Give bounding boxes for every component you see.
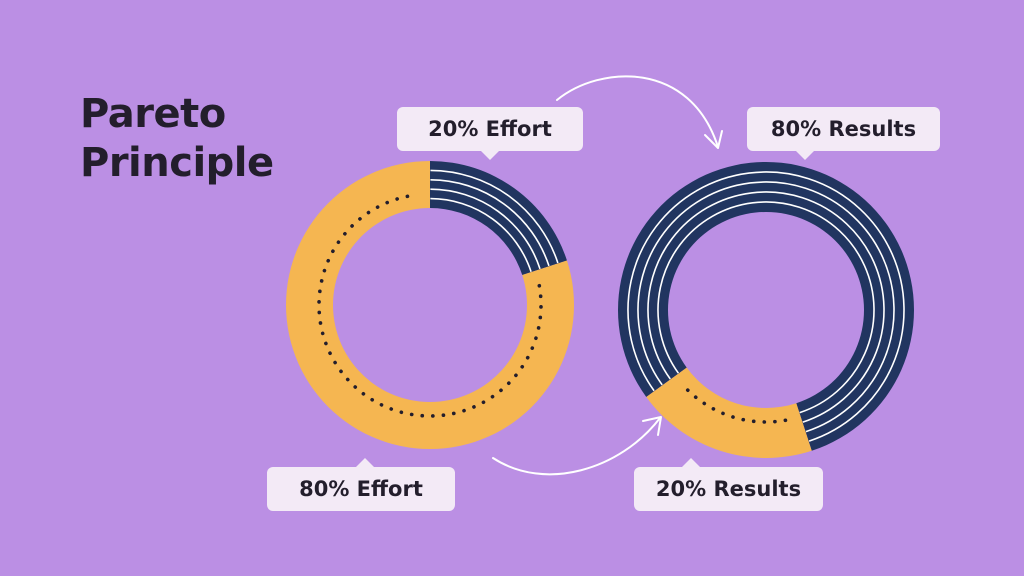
donut-0-slice-1-stripe-3 [430, 188, 541, 270]
donut-1-slice-1-stripe-2 [637, 181, 895, 433]
donut-0-slice-2-dots [317, 193, 543, 418]
donut-0-slice-1-stripe-4 [430, 197, 532, 273]
label-80-results: 80% Results [747, 107, 940, 151]
donut-1-slice-2 [646, 367, 812, 459]
results-donut [618, 162, 914, 459]
arrow-bottom-curve [492, 417, 661, 476]
label-20-effort: 20% Effort [397, 107, 583, 151]
title-line-1: Pareto [80, 91, 226, 137]
arrow-top-curve [556, 75, 719, 148]
donut-1-slice-2-dots [683, 386, 788, 424]
donut-0-slice-2 [286, 161, 575, 449]
arrow-top-head-icon [704, 130, 723, 149]
label-80-effort: 80% Effort [267, 467, 455, 511]
donut-1-slice-1-stripe-1 [627, 171, 905, 442]
donut-1-slice-1 [618, 162, 914, 451]
donut-0-slice-1 [430, 161, 567, 276]
title-line-2: Principle [80, 139, 274, 186]
donut-1-slice-1-stripe-3 [647, 191, 885, 423]
effort-donut [286, 161, 575, 449]
page-title: Pareto Principle [80, 90, 274, 188]
arrow-bottom-head-icon [642, 416, 662, 436]
label-20-results: 20% Results [634, 467, 823, 511]
donut-0-slice-1-stripe-1 [430, 169, 559, 264]
donut-0-slice-1-stripe-2 [430, 179, 550, 267]
donut-1-slice-1-stripe-4 [657, 201, 875, 414]
